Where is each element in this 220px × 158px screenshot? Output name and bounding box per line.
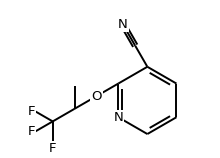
Text: N: N [113, 111, 123, 124]
Text: O: O [91, 90, 102, 103]
Text: N: N [118, 18, 128, 31]
Text: F: F [49, 142, 57, 155]
Text: F: F [28, 125, 35, 138]
Text: F: F [28, 105, 35, 118]
